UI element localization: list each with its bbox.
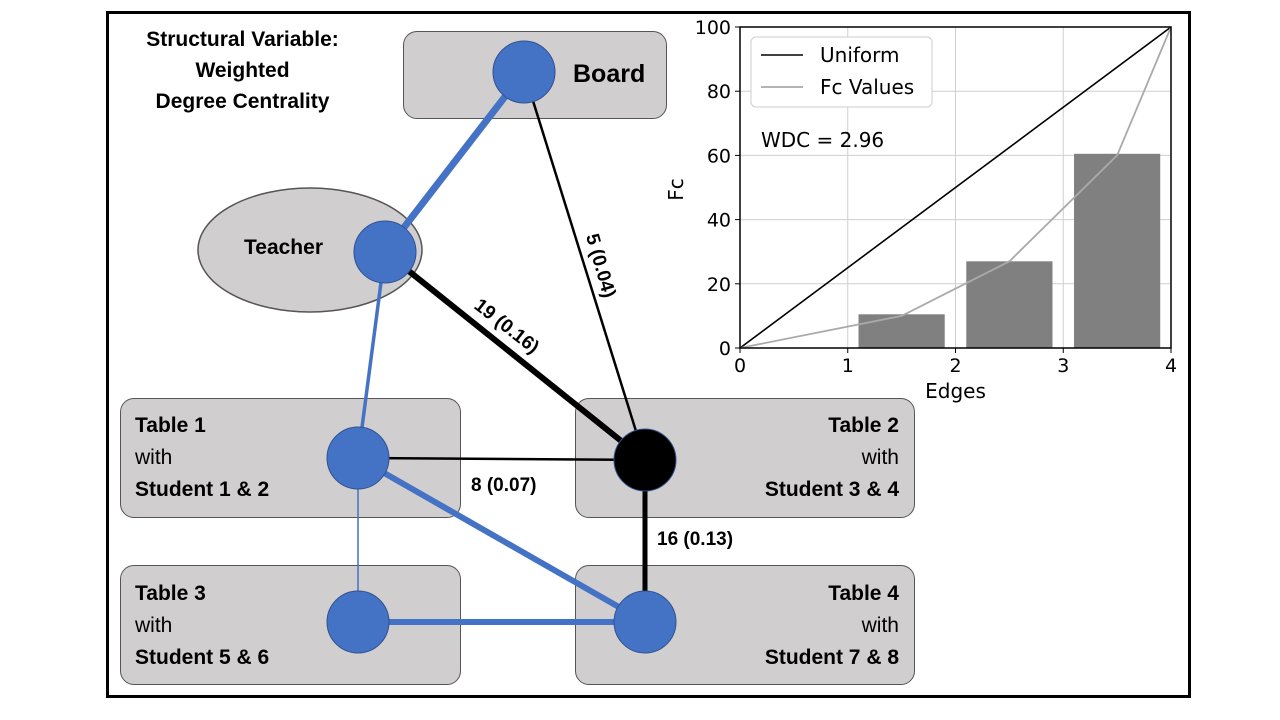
table1-node[interactable] xyxy=(326,426,390,490)
board-node[interactable] xyxy=(492,40,556,104)
teacher-ellipse xyxy=(197,187,423,313)
table1-name: Table 1 xyxy=(135,414,206,437)
table4-label: Table 4 with Student 7 & 8 xyxy=(765,578,899,674)
chart-xtick-label-3: 3 xyxy=(1057,355,1069,377)
edge-label-table2-table4: 16 (0.13) xyxy=(657,529,734,550)
chart-xtick-label-0: 0 xyxy=(734,355,746,377)
chart-xtick-label-2: 2 xyxy=(949,355,961,377)
edge-label-table1-table2: 8 (0.07) xyxy=(471,475,537,496)
teacher-node[interactable] xyxy=(353,220,417,284)
chart-bar-1 xyxy=(858,314,945,348)
edge-table1-table4 xyxy=(356,455,647,625)
chart-legend-label-1: Uniform xyxy=(820,43,900,67)
teacher-label: Teacher xyxy=(244,236,323,259)
chart-series-fc-values xyxy=(739,26,1172,349)
edge-teacher-table2 xyxy=(383,249,647,463)
table2-students: Student 3 & 4 xyxy=(764,478,899,501)
chart-xlabel: Edges xyxy=(925,379,986,403)
board-label: Board xyxy=(573,60,646,88)
diagram-title: Structural Variable: Weighted Degree Cen… xyxy=(120,24,365,117)
figure-frame xyxy=(106,11,1191,698)
edge-table1-table2 xyxy=(357,456,646,462)
table4-with: with xyxy=(861,614,899,637)
title-line-1: Structural Variable: xyxy=(146,28,339,51)
table3-node[interactable] xyxy=(326,590,390,654)
chart-bar-3 xyxy=(1074,153,1161,348)
table3-label: Table 3 with Student 5 & 6 xyxy=(135,578,269,674)
table3-students: Student 5 & 6 xyxy=(135,646,270,669)
table1-students: Student 1 & 2 xyxy=(135,478,270,501)
chart-ytick-label-2: 40 xyxy=(707,210,731,232)
table4-name: Table 4 xyxy=(828,582,899,605)
edge-board-teacher xyxy=(382,69,527,255)
chart-ylabel: Fc xyxy=(664,178,688,201)
table2-with: with xyxy=(861,446,899,469)
chart-series-uniform xyxy=(739,26,1172,349)
table1-label: Table 1 with Student 1 & 2 xyxy=(135,410,269,506)
chart-xtick-label-1: 1 xyxy=(842,355,854,377)
title-line-3: Degree Centrality xyxy=(155,90,330,113)
edge-teacher-table1 xyxy=(356,251,387,459)
table2-name: Table 2 xyxy=(828,414,899,437)
table4-students: Student 7 & 8 xyxy=(764,646,899,669)
chart-bar-2 xyxy=(966,261,1053,348)
table2-label: Table 2 with Student 3 & 4 xyxy=(765,410,899,506)
chart-ytick-label-3: 60 xyxy=(707,145,731,167)
chart-ytick-label-4: 80 xyxy=(707,81,731,103)
table4-node[interactable] xyxy=(613,590,677,654)
chart-ytick-label-1: 20 xyxy=(707,274,731,296)
table3-name: Table 3 xyxy=(135,582,206,605)
chart-annotation: WDC = 2.96 xyxy=(761,128,884,152)
chart-xtick-label-4: 4 xyxy=(1165,355,1177,377)
chart-ytick-label-0: 0 xyxy=(719,338,731,360)
table2-node[interactable] xyxy=(613,428,677,492)
chart-ytick-label-5: 100 xyxy=(695,17,731,39)
edge-board-table2 xyxy=(522,71,647,461)
chart-legend-label-2: Fc Values xyxy=(820,75,914,99)
table3-with: with xyxy=(135,614,173,637)
table1-with: with xyxy=(135,446,173,469)
title-line-2: Weighted xyxy=(195,59,290,82)
